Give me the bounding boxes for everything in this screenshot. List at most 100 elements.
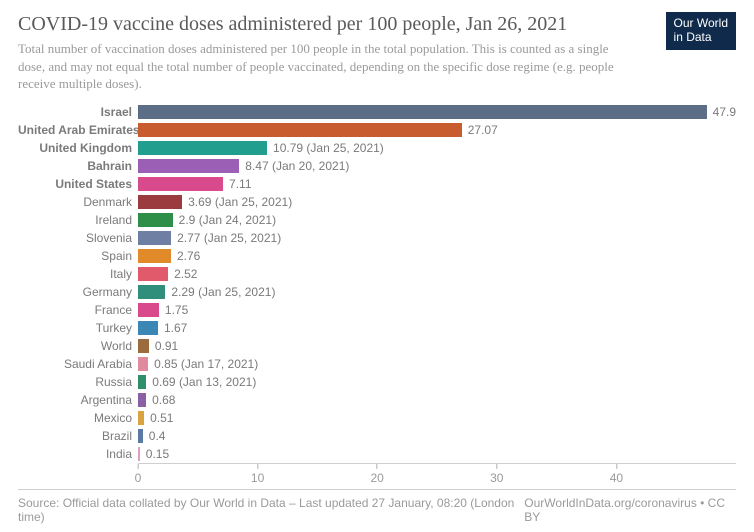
bar-area: 27.07	[138, 121, 736, 139]
country-label: Ireland	[18, 213, 138, 227]
value-label: 0.4	[149, 429, 166, 443]
owid-logo: Our World in Data	[666, 12, 736, 50]
bar-area: 2.9 (Jan 24, 2021)	[138, 211, 736, 229]
value-label: 3.69 (Jan 25, 2021)	[188, 195, 292, 209]
chart-container: COVID-19 vaccine doses administered per …	[0, 0, 754, 532]
bar-area: 1.75	[138, 301, 736, 319]
bar	[138, 393, 146, 407]
bar-row: Ireland2.9 (Jan 24, 2021)	[18, 211, 736, 229]
bar-row: Slovenia 2.77 (Jan 25, 2021)	[18, 229, 736, 247]
bar	[138, 357, 148, 371]
bar-row: Brazil 0.4	[18, 427, 736, 445]
country-label: Italy	[18, 267, 138, 281]
bar	[138, 321, 158, 335]
bar-area: 2.76	[138, 247, 736, 265]
x-tick-label: 40	[610, 471, 623, 485]
country-label: Argentina	[18, 393, 138, 407]
country-label: Israel	[18, 105, 138, 119]
bar-row: France 1.75	[18, 301, 736, 319]
bar-area: 7.11	[138, 175, 736, 193]
bar-row: Saudi Arabia0.85 (Jan 17, 2021)	[18, 355, 736, 373]
x-axis: 0 10 20 30 40	[138, 463, 736, 487]
x-tick-label: 10	[251, 471, 264, 485]
bar-area: 0.4	[138, 427, 736, 445]
bar-area: 0.68	[138, 391, 736, 409]
bar	[138, 177, 223, 191]
bar-row: United Arab Emirates27.07	[18, 121, 736, 139]
country-label: Mexico	[18, 411, 138, 425]
bar-row: United States 7.11	[18, 175, 736, 193]
bar	[138, 411, 144, 425]
bar-area: 8.47 (Jan 20, 2021)	[138, 157, 736, 175]
x-tick: 20	[371, 464, 384, 485]
bar	[138, 141, 267, 155]
bar	[138, 105, 707, 119]
bar-row: United Kingdom 10.79 (Jan 25, 2021)	[18, 139, 736, 157]
country-label: United Arab Emirates	[18, 123, 138, 137]
value-label: 1.75	[165, 303, 188, 317]
value-label: 0.91	[155, 339, 178, 353]
value-label: 0.69 (Jan 13, 2021)	[152, 375, 256, 389]
bar-row: World 0.91	[18, 337, 736, 355]
bar	[138, 429, 143, 443]
bar-row: Israel 47.9	[18, 103, 736, 121]
value-label: 0.15	[146, 447, 169, 461]
country-label: Russia	[18, 375, 138, 389]
logo-line-1: Our World	[674, 17, 728, 31]
country-label: United States	[18, 177, 138, 191]
bar-row: Spain 2.76	[18, 247, 736, 265]
bar-row: Mexico 0.51	[18, 409, 736, 427]
header-text: COVID-19 vaccine doses administered per …	[18, 12, 638, 93]
country-label: Brazil	[18, 429, 138, 443]
country-label: Germany	[18, 285, 138, 299]
credit-text: OurWorldInData.org/coronavirus • CC BY	[524, 496, 736, 524]
value-label: 47.9	[713, 105, 736, 119]
value-label: 2.52	[174, 267, 197, 281]
bar	[138, 267, 168, 281]
bar	[138, 375, 146, 389]
bar	[138, 231, 171, 245]
logo-line-2: in Data	[674, 31, 728, 45]
source-text: Source: Official data collated by Our Wo…	[18, 496, 524, 524]
bar-row: Italy 2.52	[18, 265, 736, 283]
country-label: World	[18, 339, 138, 353]
value-label: 7.11	[229, 177, 251, 191]
bar	[138, 303, 159, 317]
bar-plot: Israel47.9United Arab Emirates27.07Unite…	[18, 103, 736, 463]
value-label: 2.76	[177, 249, 200, 263]
bar-area: 2.29 (Jan 25, 2021)	[138, 283, 736, 301]
x-tick-label: 30	[490, 471, 503, 485]
bar-row: Argentina0.68	[18, 391, 736, 409]
x-tick-label: 0	[135, 471, 142, 485]
country-label: India	[18, 447, 138, 461]
bar-area: 1.67	[138, 319, 736, 337]
value-label: 2.29 (Jan 25, 2021)	[171, 285, 275, 299]
bar	[138, 159, 239, 173]
x-tick: 10	[251, 464, 264, 485]
bar-area: 0.51	[138, 409, 736, 427]
value-label: 8.47 (Jan 20, 2021)	[245, 159, 349, 173]
value-label: 2.77 (Jan 25, 2021)	[177, 231, 281, 245]
bar-area: 0.91	[138, 337, 736, 355]
country-label: United Kingdom	[18, 141, 138, 155]
bar-area: 2.77 (Jan 25, 2021)	[138, 229, 736, 247]
value-label: 10.79 (Jan 25, 2021)	[273, 141, 384, 155]
country-label: Spain	[18, 249, 138, 263]
x-tick: 40	[610, 464, 623, 485]
country-label: Slovenia	[18, 231, 138, 245]
country-label: Turkey	[18, 321, 138, 335]
country-label: France	[18, 303, 138, 317]
bar-row: India 0.15	[18, 445, 736, 463]
bar	[138, 285, 165, 299]
bar	[138, 195, 182, 209]
bar-area: 0.85 (Jan 17, 2021)	[138, 355, 736, 373]
value-label: 1.67	[164, 321, 187, 335]
bar-row: Germany 2.29 (Jan 25, 2021)	[18, 283, 736, 301]
bar	[138, 339, 149, 353]
country-label: Bahrain	[18, 159, 138, 173]
country-label: Saudi Arabia	[18, 357, 138, 371]
value-label: 0.51	[150, 411, 173, 425]
bar	[138, 123, 462, 137]
footer: Source: Official data collated by Our Wo…	[18, 489, 736, 524]
bar-area: 3.69 (Jan 25, 2021)	[138, 193, 736, 211]
